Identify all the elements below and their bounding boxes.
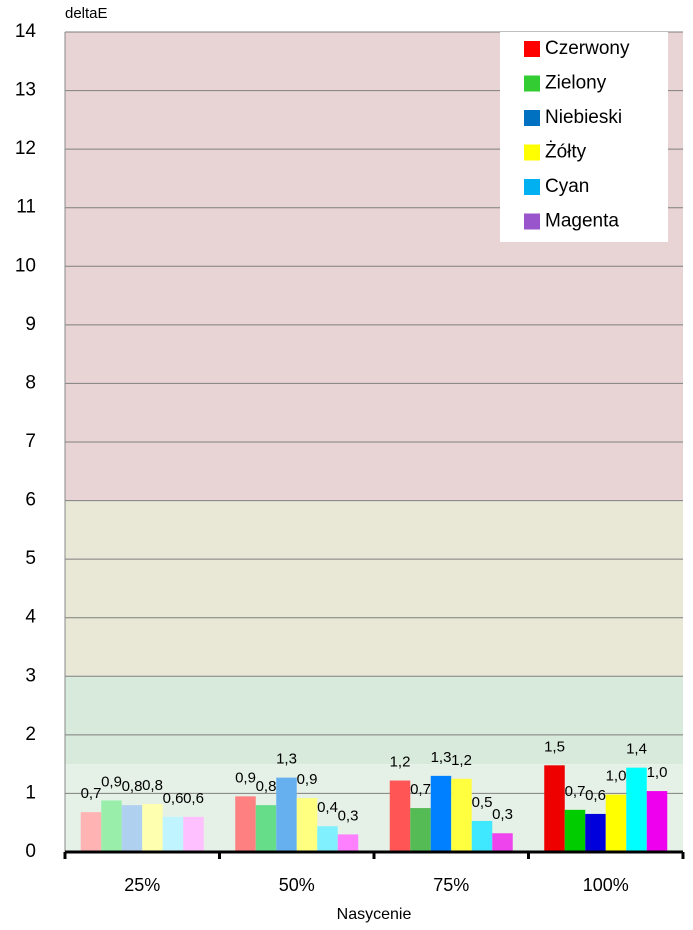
legend-label: Żółty: [545, 142, 587, 163]
x-tick-label: 75%: [433, 875, 469, 895]
y-tick-label: 0: [25, 841, 36, 862]
bar: [101, 800, 122, 852]
y-tick-label: 1: [25, 782, 36, 803]
value-label: 1,3: [276, 751, 297, 768]
value-label: 0,8: [122, 778, 143, 795]
bar: [430, 775, 452, 852]
legend-label: Zielony: [545, 73, 607, 94]
bar: [626, 767, 647, 852]
legend-swatch: [524, 41, 540, 57]
legend-label: Czerwony: [545, 38, 630, 59]
background-band: [65, 676, 683, 765]
value-label: 0,7: [81, 785, 102, 802]
bar: [389, 780, 411, 852]
bar: [142, 803, 163, 852]
bar: [585, 813, 606, 852]
value-label: 0,3: [338, 807, 359, 824]
bar: [255, 805, 277, 852]
bar: [162, 816, 184, 852]
bar: [183, 816, 204, 852]
value-label: 1,2: [451, 752, 472, 769]
legend-label: Niebieski: [545, 107, 622, 128]
bar: [471, 820, 493, 852]
bar: [121, 805, 143, 852]
legend-swatch: [524, 144, 540, 161]
bar: [605, 794, 627, 852]
value-label: 0,6: [163, 790, 184, 807]
value-label: 1,4: [626, 741, 647, 758]
value-label: 0,7: [565, 783, 586, 800]
bar: [317, 826, 338, 852]
bar: [564, 809, 586, 852]
value-label: 1,0: [647, 764, 668, 781]
legend-swatch: [524, 179, 540, 195]
value-label: 0,8: [142, 777, 163, 794]
value-label: 0,9: [297, 771, 318, 788]
background-band: [65, 500, 683, 677]
y-tick-label: 10: [15, 255, 36, 276]
legend-swatch: [524, 110, 540, 126]
y-tick-label: 8: [25, 372, 36, 393]
value-label: 0,8: [256, 778, 277, 795]
bar: [410, 808, 431, 852]
value-label: 1,2: [390, 754, 411, 771]
value-label: 1,5: [544, 738, 565, 755]
y-tick-label: 6: [25, 490, 36, 511]
value-label: 0,9: [101, 773, 122, 790]
x-tick-label: 100%: [583, 875, 629, 895]
legend-label: Magenta: [545, 211, 619, 232]
value-label: 0,5: [472, 794, 493, 811]
y-tick-label: 4: [25, 607, 36, 628]
bar: [544, 765, 565, 852]
bar: [80, 812, 102, 852]
y-tick-label: 12: [15, 138, 36, 159]
value-label: 1,3: [431, 749, 452, 766]
y-tick-label: 5: [25, 548, 36, 569]
bar: [235, 796, 256, 852]
value-label: 1,0: [606, 768, 627, 785]
y-tick-label: 2: [25, 724, 36, 745]
x-tick-label: 50%: [279, 875, 315, 895]
y-tick-label: 11: [16, 197, 36, 218]
legend-swatch: [524, 213, 540, 230]
y-tick-label: 14: [15, 21, 37, 42]
value-label: 0,6: [183, 790, 204, 807]
y-tick-label: 7: [25, 431, 36, 452]
bar: [451, 778, 472, 852]
bar: [276, 777, 297, 852]
value-label: 0,4: [317, 799, 338, 816]
bar: [646, 791, 668, 852]
bar: [492, 833, 513, 852]
legend-swatch: [524, 75, 540, 92]
y-tick-label: 9: [25, 314, 36, 335]
x-axis-label: Nasycenie: [337, 906, 412, 923]
value-label: 0,7: [410, 781, 431, 798]
bar: [337, 834, 359, 852]
legend-box: [500, 32, 668, 242]
y-axis-label: deltaE: [65, 5, 108, 22]
legend-label: Cyan: [545, 176, 589, 197]
y-tick-label: 13: [15, 80, 36, 101]
y-tick-label: 3: [25, 665, 36, 686]
bar: [296, 798, 318, 852]
value-label: 0,6: [585, 787, 606, 804]
value-label: 0,3: [492, 806, 513, 823]
value-label: 0,9: [235, 769, 256, 786]
x-tick-label: 25%: [124, 875, 160, 895]
